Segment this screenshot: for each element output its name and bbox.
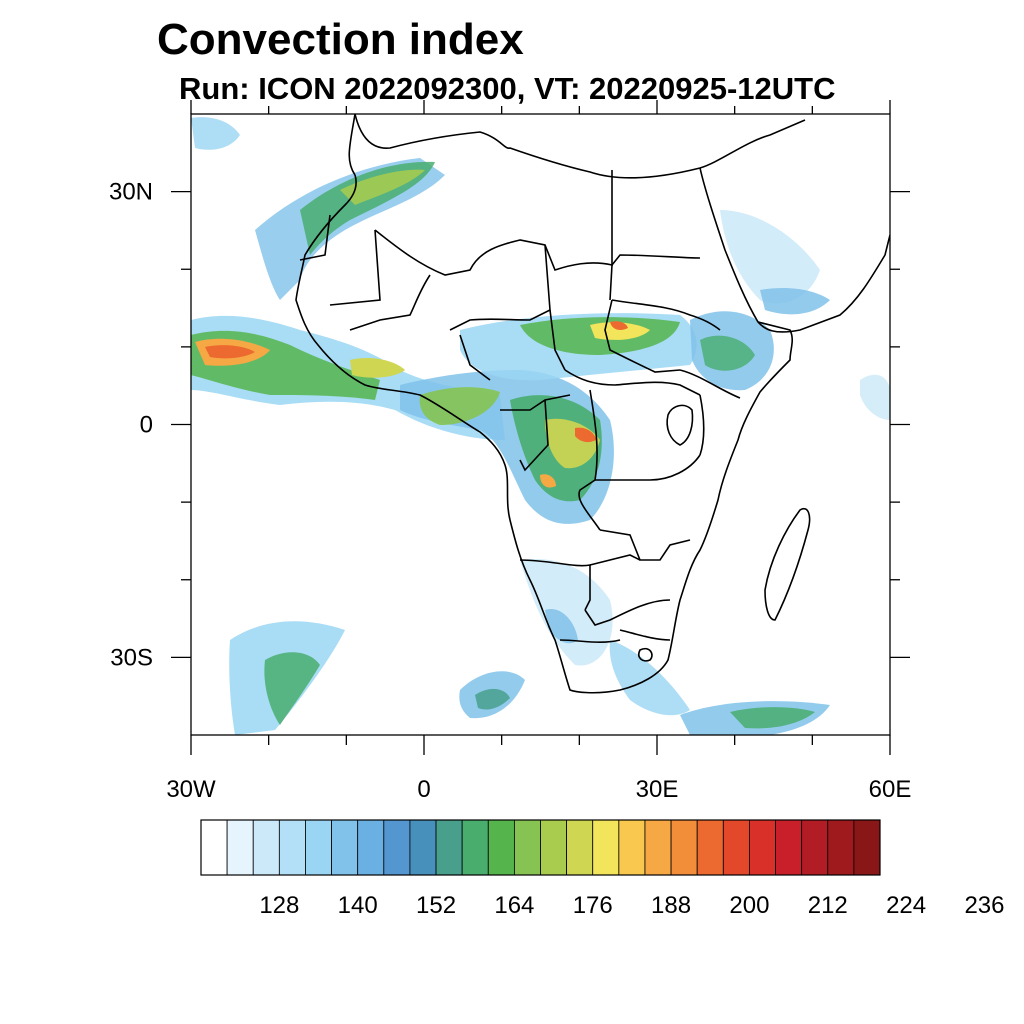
colorbar-label: 212 xyxy=(808,892,848,919)
colorbar-label: 128 xyxy=(259,892,299,919)
colorbar-swatch xyxy=(592,819,620,876)
colorbar-swatch xyxy=(409,819,437,876)
colorbar-swatch xyxy=(278,819,306,876)
colorbar-label: 188 xyxy=(651,892,691,919)
lon-tick-label: 30W xyxy=(166,776,216,803)
colorbar-label: 140 xyxy=(338,892,378,919)
convection-field-layer xyxy=(191,117,890,735)
colorbar-swatch xyxy=(722,819,750,876)
colorbar-swatch xyxy=(670,819,698,876)
colorbar-swatch xyxy=(540,819,568,876)
colorbar-swatch xyxy=(749,819,776,876)
colorbar-swatch xyxy=(461,819,489,876)
colorbar-frame xyxy=(200,819,881,876)
colorbar-swatch xyxy=(331,819,359,876)
colorbar-swatch xyxy=(383,819,411,876)
colorbar-swatch xyxy=(226,819,254,876)
lon-tick-label: 60E xyxy=(869,776,912,803)
colorbar xyxy=(200,819,881,876)
lat-tick-label: 30N xyxy=(109,179,153,206)
colorbar-swatch xyxy=(696,819,724,876)
colorbar-swatch xyxy=(513,819,541,876)
colorbar-swatch xyxy=(252,819,280,876)
colorbar-swatch xyxy=(827,819,855,876)
coastline-border-layer xyxy=(295,114,890,694)
lat-tick-label: 0 xyxy=(140,412,153,439)
colorbar-swatch xyxy=(435,819,463,876)
map-subtitle: Run: ICON 2022092300, VT: 20220925-12UTC xyxy=(179,71,836,106)
colorbar-label: 200 xyxy=(729,892,769,919)
colorbar-swatch xyxy=(853,819,881,876)
lon-tick-label: 0 xyxy=(417,776,430,803)
colorbar-swatch xyxy=(200,819,228,876)
colorbar-label: 224 xyxy=(886,892,926,919)
colorbar-label: 152 xyxy=(416,892,456,919)
colorbar-label: 176 xyxy=(573,892,613,919)
colorbar-swatch xyxy=(775,819,803,876)
colorbar-swatch xyxy=(618,819,646,876)
colorbar-label: 164 xyxy=(494,892,534,919)
colorbar-label: 236 xyxy=(964,892,1004,919)
colorbar-swatch xyxy=(357,819,385,876)
lon-tick-label: 30E xyxy=(636,776,679,803)
colorbar-swatch xyxy=(305,819,332,876)
colorbar-swatch xyxy=(487,819,515,876)
map-title: Convection index xyxy=(157,15,524,64)
colorbar-swatch xyxy=(801,819,829,876)
colorbar-swatch xyxy=(644,819,672,876)
lat-tick-label: 30S xyxy=(110,644,153,671)
colorbar-swatch xyxy=(566,819,594,876)
